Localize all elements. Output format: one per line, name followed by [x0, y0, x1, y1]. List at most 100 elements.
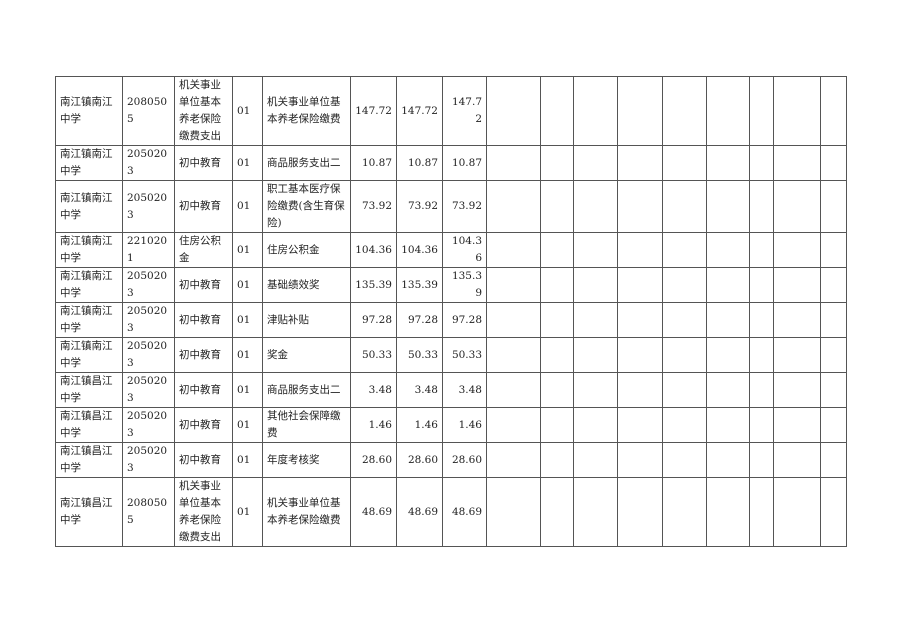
- empty-cell: [820, 337, 847, 373]
- cell-item: 机关事业单位基本养老保险缴费: [262, 76, 351, 146]
- empty-cell: [749, 145, 774, 181]
- cell-unit: 南江镇昌江中学: [55, 372, 123, 408]
- cell-unit: 南江镇昌江中学: [55, 442, 123, 478]
- cell-v3: 97.28: [442, 302, 487, 338]
- empty-cell: [617, 442, 663, 478]
- cell-v3: 10.87: [442, 145, 487, 181]
- cell-code: 2050203: [122, 442, 175, 478]
- table-row: 南江镇南江中学 2050203 初中教育 01 商品服务支出二 10.87 10.87 10.…: [55, 145, 847, 181]
- empty-cell: [573, 337, 618, 373]
- empty-cell: [573, 232, 618, 268]
- empty-cell: [617, 407, 663, 443]
- empty-cell: [706, 477, 750, 547]
- empty-cell: [662, 180, 707, 233]
- cell-v2: 50.33: [396, 337, 443, 373]
- cell-v1: 48.69: [350, 477, 397, 547]
- cell-sub: 01: [232, 145, 263, 181]
- cell-category: 机关事业单位基本养老保险缴费支出: [174, 477, 233, 547]
- cell-v3: 1.46: [442, 407, 487, 443]
- cell-v1: 97.28: [350, 302, 397, 338]
- cell-v3: 147.72: [442, 76, 487, 146]
- empty-cell: [773, 302, 821, 338]
- cell-sub: 01: [232, 267, 263, 303]
- cell-v3: 28.60: [442, 442, 487, 478]
- empty-cell: [573, 145, 618, 181]
- empty-cell: [749, 407, 774, 443]
- table-row: 南江镇南江中学 2050203 初中教育 01 基础绩效奖 135.39 135.39 135…: [55, 267, 847, 303]
- cell-code: 2050203: [122, 372, 175, 408]
- empty-cell: [662, 477, 707, 547]
- empty-cell: [749, 76, 774, 146]
- cell-code: 2050203: [122, 407, 175, 443]
- empty-cell: [540, 477, 574, 547]
- cell-category: 初中教育: [174, 442, 233, 478]
- empty-cell: [820, 232, 847, 268]
- cell-item: 住房公积金: [262, 232, 351, 268]
- cell-v1: 50.33: [350, 337, 397, 373]
- cell-v2: 104.36: [396, 232, 443, 268]
- empty-cell: [706, 145, 750, 181]
- empty-cell: [820, 442, 847, 478]
- empty-cell: [820, 372, 847, 408]
- empty-cell: [540, 76, 574, 146]
- cell-v3: 50.33: [442, 337, 487, 373]
- empty-cell: [706, 267, 750, 303]
- empty-cell: [486, 337, 541, 373]
- cell-v3: 73.92: [442, 180, 487, 233]
- cell-category: 住房公积金: [174, 232, 233, 268]
- empty-cell: [540, 180, 574, 233]
- cell-sub: 01: [232, 302, 263, 338]
- cell-v2: 28.60: [396, 442, 443, 478]
- empty-cell: [662, 232, 707, 268]
- empty-cell: [706, 232, 750, 268]
- empty-cell: [773, 442, 821, 478]
- empty-cell: [486, 302, 541, 338]
- cell-item: 商品服务支出二: [262, 145, 351, 181]
- empty-cell: [573, 372, 618, 408]
- table-row: 南江镇南江中学 2210201 住房公积金 01 住房公积金 104.36 104.36 10…: [55, 232, 847, 268]
- empty-cell: [773, 180, 821, 233]
- empty-cell: [773, 372, 821, 408]
- cell-category: 机关事业单位基本养老保险缴费支出: [174, 76, 233, 146]
- empty-cell: [773, 407, 821, 443]
- cell-unit: 南江镇南江中学: [55, 267, 123, 303]
- empty-cell: [820, 145, 847, 181]
- cell-v2: 3.48: [396, 372, 443, 408]
- empty-cell: [773, 232, 821, 268]
- cell-v2: 48.69: [396, 477, 443, 547]
- empty-cell: [486, 372, 541, 408]
- cell-unit: 南江镇南江中学: [55, 302, 123, 338]
- empty-cell: [662, 267, 707, 303]
- table-row: 南江镇南江中学 2050203 初中教育 01 奖金 50.33 50.33 50.33: [55, 337, 847, 373]
- cell-v1: 104.36: [350, 232, 397, 268]
- cell-category: 初中教育: [174, 407, 233, 443]
- empty-cell: [486, 407, 541, 443]
- empty-cell: [662, 372, 707, 408]
- empty-cell: [617, 477, 663, 547]
- cell-v2: 135.39: [396, 267, 443, 303]
- cell-sub: 01: [232, 442, 263, 478]
- cell-sub: 01: [232, 407, 263, 443]
- cell-v3: 3.48: [442, 372, 487, 408]
- cell-v1: 10.87: [350, 145, 397, 181]
- cell-v1: 28.60: [350, 442, 397, 478]
- empty-cell: [749, 302, 774, 338]
- empty-cell: [706, 180, 750, 233]
- empty-cell: [662, 76, 707, 146]
- cell-sub: 01: [232, 337, 263, 373]
- cell-v3: 135.39: [442, 267, 487, 303]
- cell-unit: 南江镇南江中学: [55, 145, 123, 181]
- empty-cell: [662, 337, 707, 373]
- empty-cell: [820, 407, 847, 443]
- cell-category: 初中教育: [174, 180, 233, 233]
- empty-cell: [749, 442, 774, 478]
- cell-v2: 73.92: [396, 180, 443, 233]
- table-row: 南江镇南江中学 2050203 初中教育 01 津贴补贴 97.28 97.28 97.28: [55, 302, 847, 338]
- empty-cell: [573, 76, 618, 146]
- cell-category: 初中教育: [174, 145, 233, 181]
- cell-v2: 147.72: [396, 76, 443, 146]
- cell-code: 2050203: [122, 180, 175, 233]
- empty-cell: [820, 267, 847, 303]
- cell-sub: 01: [232, 180, 263, 233]
- cell-code: 2080505: [122, 477, 175, 547]
